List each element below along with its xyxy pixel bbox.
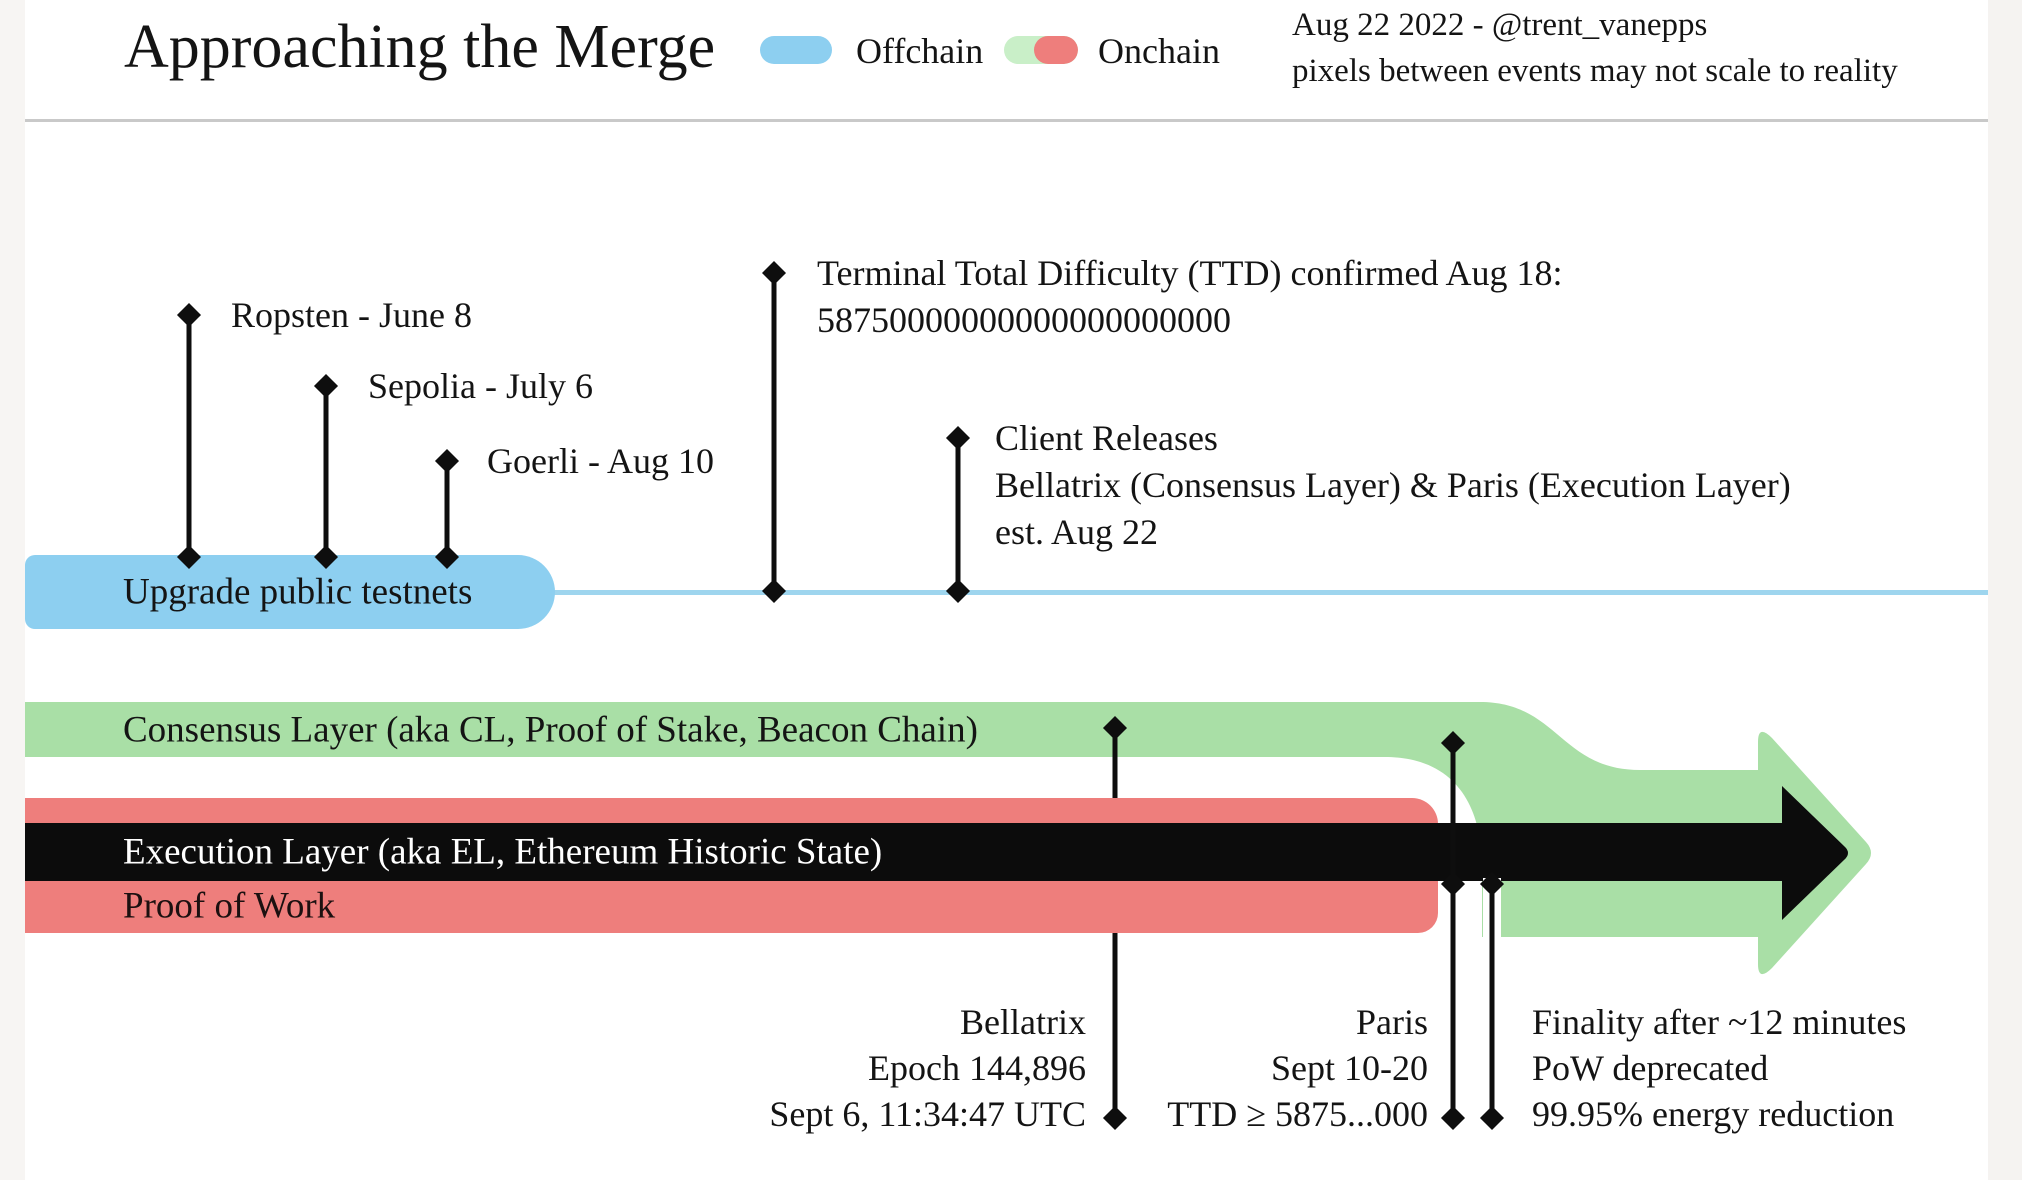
paris-marker-line — [1450, 743, 1456, 1118]
bellatrix-line3: Sept 6, 11:34:47 UTC — [769, 1094, 1086, 1134]
finality-marker-line — [1489, 884, 1495, 1118]
attribution-disclaimer: pixels between events may not scale to r… — [1292, 53, 1898, 89]
testnets-bar — [25, 555, 555, 629]
execution-bar-label: Execution Layer (aka EL, Ethereum Histor… — [123, 831, 883, 873]
onchain-legend-swatch — [1004, 36, 1078, 64]
goerli-marker-line — [444, 461, 450, 557]
bellatrix-label: Bellatrix Epoch 144,896 Sept 6, 11:34:47… — [769, 999, 1086, 1137]
paris-line2: Sept 10-20 — [1271, 1048, 1428, 1088]
onchain-legend-swatch-red-half — [1034, 36, 1078, 64]
client-releases-marker-line — [955, 438, 961, 591]
offchain-timeline-line — [548, 590, 1988, 595]
ropsten-label: Ropsten - June 8 — [231, 295, 472, 335]
ropsten-marker-line — [186, 315, 192, 557]
attribution: Aug 22 2022 - @trent_vanepps pixels betw… — [1292, 2, 1898, 94]
bellatrix-marker-line-lower — [1112, 933, 1118, 1118]
consensus-bar-label: Consensus Layer (aka CL, Proof of Stake,… — [123, 709, 978, 751]
finality-line2: PoW deprecated — [1532, 1048, 1769, 1088]
pow-bar-label: Proof of Work — [123, 885, 336, 927]
paris-line1: Paris — [1356, 1002, 1428, 1042]
client-releases-line3: est. Aug 22 — [995, 512, 1159, 552]
paris-label: Paris Sept 10-20 TTD ≥ 5875...000 — [1167, 999, 1428, 1137]
goerli-label: Goerli - Aug 10 — [487, 441, 714, 481]
testnets-bar-label: Upgrade public testnets — [123, 571, 473, 613]
client-releases-line2: Bellatrix (Consensus Layer) & Paris (Exe… — [995, 465, 1791, 505]
paris-line3: TTD ≥ 5875...000 — [1167, 1094, 1428, 1134]
header-divider — [25, 119, 1988, 122]
offchain-legend-label: Offchain — [856, 31, 984, 71]
left-page-gutter — [0, 0, 25, 1180]
ttd-label-line2: 58750000000000000000000 — [817, 300, 1231, 340]
client-releases-line1: Client Releases — [995, 418, 1218, 458]
bellatrix-marker-line-upper — [1112, 728, 1118, 798]
ttd-marker-line — [771, 273, 777, 591]
client-releases-label: Client Releases Bellatrix (Consensus Lay… — [995, 415, 1791, 556]
attribution-author: Aug 22 2022 - @trent_vanepps — [1292, 7, 1708, 43]
onchain-legend-label: Onchain — [1098, 31, 1220, 71]
sepolia-marker-line — [323, 386, 329, 557]
page-title: Approaching the Merge — [124, 13, 716, 81]
finality-label: Finality after ~12 minutes PoW deprecate… — [1532, 999, 1906, 1137]
bellatrix-line2: Epoch 144,896 — [868, 1048, 1086, 1088]
ttd-label-line1: Terminal Total Difficulty (TTD) confirme… — [817, 253, 1563, 293]
black-arrowhead — [1782, 786, 1848, 920]
bellatrix-line1: Bellatrix — [960, 1002, 1086, 1042]
right-page-gutter — [1988, 0, 2022, 1180]
finality-line3: 99.95% energy reduction — [1532, 1094, 1895, 1134]
offchain-legend-swatch — [760, 36, 832, 64]
finality-line1: Finality after ~12 minutes — [1532, 1002, 1907, 1042]
sepolia-label: Sepolia - July 6 — [368, 366, 593, 406]
execution-bar — [25, 823, 1782, 881]
ttd-label: Terminal Total Difficulty (TTD) confirme… — [817, 250, 1562, 344]
